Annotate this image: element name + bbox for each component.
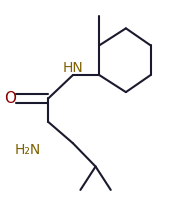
Text: H₂N: H₂N <box>14 143 40 156</box>
Text: HN: HN <box>62 61 83 75</box>
Text: O: O <box>4 91 16 106</box>
